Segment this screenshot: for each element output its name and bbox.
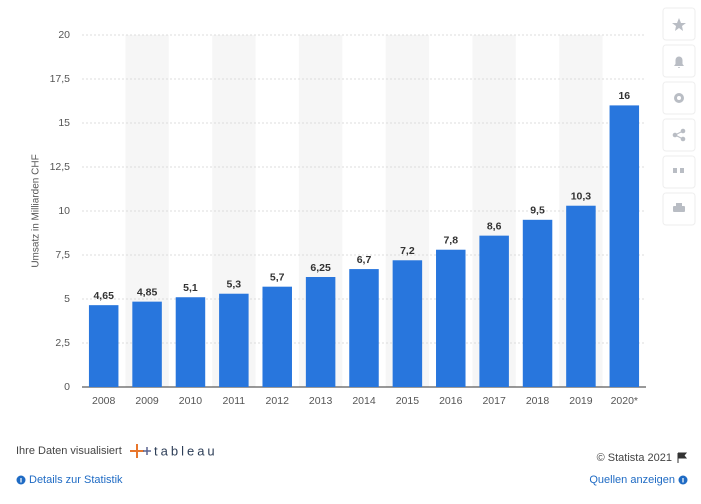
x-tick-label: 2020*: [611, 395, 638, 407]
bar: [392, 260, 423, 387]
y-tick-label: 12,5: [50, 161, 71, 173]
x-tick-label: 2014: [352, 395, 376, 407]
y-tick-label: 0: [64, 381, 70, 393]
x-tick-label: 2018: [526, 395, 550, 407]
y-tick-label: 20: [58, 29, 70, 41]
x-tick-label: 2015: [396, 395, 420, 407]
tableau-logo[interactable]: tableau: [130, 443, 218, 458]
details-text[interactable]: Details zur Statistik: [29, 474, 123, 486]
cite-button[interactable]: [662, 155, 696, 189]
value-label: 7,8: [443, 235, 458, 247]
bar: [262, 286, 292, 387]
y-tick-label: 7,5: [55, 249, 70, 261]
value-label: 6,7: [357, 254, 372, 266]
value-label: 4,85: [137, 286, 158, 298]
y-tick-label: 17,5: [50, 73, 71, 85]
print-button[interactable]: [662, 192, 696, 226]
bar: [219, 293, 249, 387]
bar: [305, 277, 336, 387]
x-tick-label: 2012: [266, 395, 290, 407]
value-label: 4,65: [93, 290, 114, 302]
settings-button[interactable]: [662, 81, 696, 115]
x-tick-label: 2019: [569, 395, 593, 407]
details-link[interactable]: Details zur Statistik: [16, 474, 124, 486]
copyright: © Statista 2021: [597, 452, 672, 464]
flag-icon[interactable]: [677, 452, 688, 463]
value-label: 5,7: [270, 271, 285, 283]
toolbar: [662, 7, 696, 226]
x-tick-label: 2011: [223, 395, 246, 407]
x-tick-label: 2017: [482, 395, 506, 407]
share-button[interactable]: [662, 118, 696, 152]
x-tick-label: 2009: [135, 395, 159, 407]
value-label: 6,25: [310, 262, 331, 274]
y-tick-label: 2,5: [55, 337, 70, 349]
bar: [88, 305, 119, 387]
y-tick-label: 5: [64, 293, 70, 305]
bar: [609, 105, 640, 388]
value-label: 5,3: [227, 279, 242, 291]
value-label: 10,3: [571, 191, 592, 203]
visualized-text: Ihre Daten visualisiert: [16, 445, 122, 457]
bar: [566, 205, 596, 387]
bar: [436, 249, 466, 387]
x-tick-label: 2016: [439, 395, 463, 407]
value-label: 16: [618, 90, 630, 102]
value-label: 7,2: [400, 245, 415, 257]
sources-link[interactable]: Quellen anzeigen: [589, 474, 688, 486]
x-tick-label: 2010: [179, 395, 203, 407]
value-label: 9,5: [530, 205, 545, 217]
y-tick-label: 10: [58, 205, 70, 217]
y-axis-label: Umsatz in Milliarden CHF: [31, 154, 42, 267]
x-tick-label: 2008: [92, 395, 116, 407]
value-label: 8,6: [487, 220, 502, 232]
y-tick-label: 15: [58, 117, 70, 129]
notify-button[interactable]: [662, 44, 696, 78]
favorite-button[interactable]: [662, 7, 696, 41]
tableau-brand: tableau: [154, 443, 218, 458]
bar: [479, 235, 509, 387]
bar: [132, 301, 162, 387]
bar: [522, 219, 553, 387]
x-tick-label: 2013: [309, 395, 333, 407]
bar: [175, 297, 206, 387]
bar: [349, 269, 379, 387]
value-label: 5,1: [183, 282, 198, 294]
sources-text[interactable]: Quellen anzeigen: [589, 474, 675, 486]
